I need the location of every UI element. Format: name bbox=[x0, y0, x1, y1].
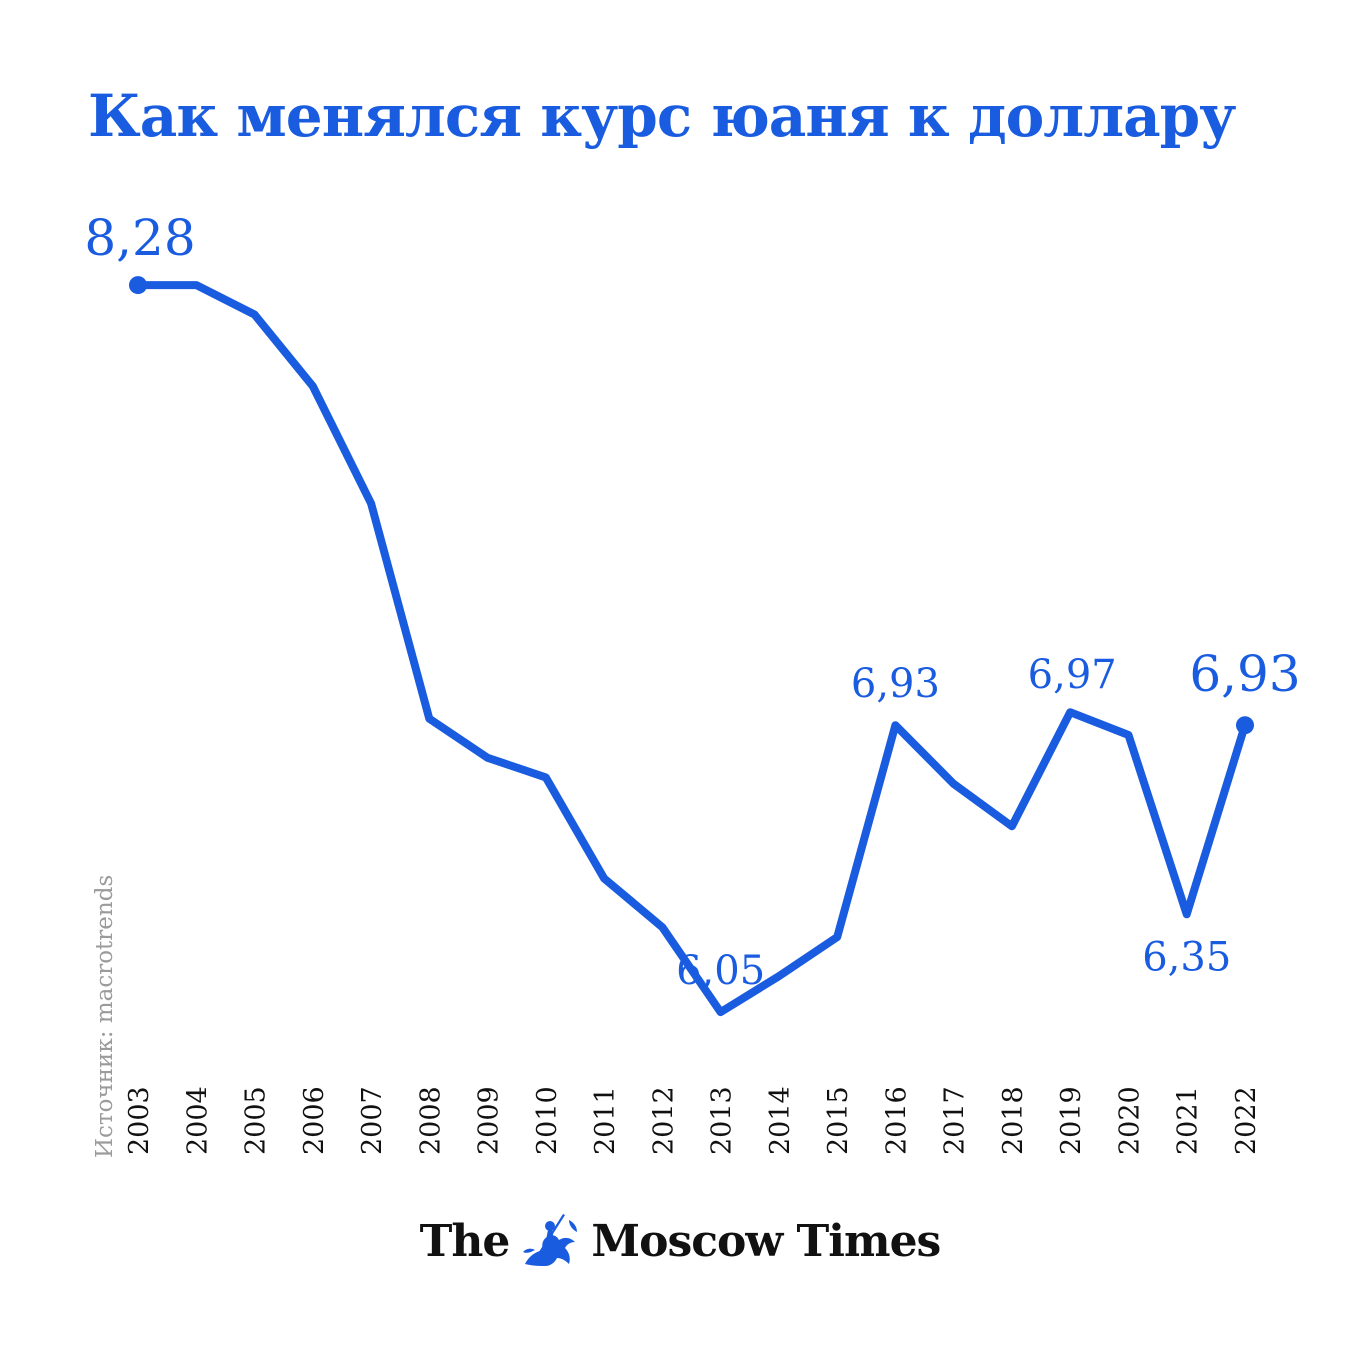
data-label: 6,35 bbox=[1142, 934, 1231, 980]
chart-title: Как менялся курс юаня к доллару bbox=[88, 82, 1236, 150]
x-tick-label: 2008 bbox=[415, 1086, 446, 1155]
series-line bbox=[134, 281, 1249, 1017]
x-tick-label: 2003 bbox=[124, 1086, 155, 1155]
x-tick-label: 2015 bbox=[823, 1086, 854, 1155]
data-labels: 8,28 6,05 6,93 6,97 6,35 6,93 bbox=[84, 209, 1300, 994]
x-tick-label: 2016 bbox=[881, 1086, 912, 1155]
data-label: 6,93 bbox=[851, 661, 940, 707]
x-tick-label: 2007 bbox=[357, 1086, 388, 1155]
x-tick-label: 2010 bbox=[532, 1086, 563, 1155]
x-tick-label: 2014 bbox=[765, 1086, 796, 1155]
x-tick-label: 2019 bbox=[1056, 1086, 1087, 1155]
data-label: 6,05 bbox=[676, 948, 765, 994]
x-tick-label: 2013 bbox=[707, 1086, 738, 1155]
brand-logo: The Moscow Times bbox=[0, 1212, 1360, 1270]
data-label: 6,93 bbox=[1189, 645, 1300, 703]
data-label: 6,97 bbox=[1028, 652, 1117, 698]
brand-name-left: The bbox=[419, 1215, 511, 1267]
x-tick-label: 2005 bbox=[241, 1086, 272, 1155]
source-note: Источник: macrotrends bbox=[92, 874, 118, 1158]
x-tick-label: 2021 bbox=[1173, 1086, 1204, 1155]
x-tick-label: 2017 bbox=[940, 1086, 971, 1155]
x-tick-label: 2020 bbox=[1114, 1086, 1145, 1155]
x-tick-label: 2018 bbox=[998, 1086, 1029, 1155]
x-tick-label: 2012 bbox=[648, 1086, 679, 1155]
x-tick-label: 2022 bbox=[1231, 1086, 1262, 1155]
x-tick-label: 2011 bbox=[590, 1086, 621, 1155]
data-point-marker bbox=[129, 276, 147, 295]
line-end-markers bbox=[129, 276, 1254, 735]
data-point-marker bbox=[1236, 716, 1254, 735]
st-george-emblem-icon bbox=[523, 1214, 578, 1266]
line-chart: 2003 2004 2005 2006 2007 2008 2009 2010 2011 2012… bbox=[84, 209, 1300, 1155]
brand-name-right: Moscow Times bbox=[591, 1215, 941, 1267]
x-tick-label: 2009 bbox=[474, 1086, 505, 1155]
data-label: 8,28 bbox=[84, 209, 195, 267]
x-tick-label: 2006 bbox=[299, 1086, 330, 1155]
x-tick-label: 2004 bbox=[182, 1086, 213, 1155]
x-axis-tick-labels: 2003 2004 2005 2006 2007 2008 2009 2010 2011 2012… bbox=[124, 1086, 1262, 1155]
